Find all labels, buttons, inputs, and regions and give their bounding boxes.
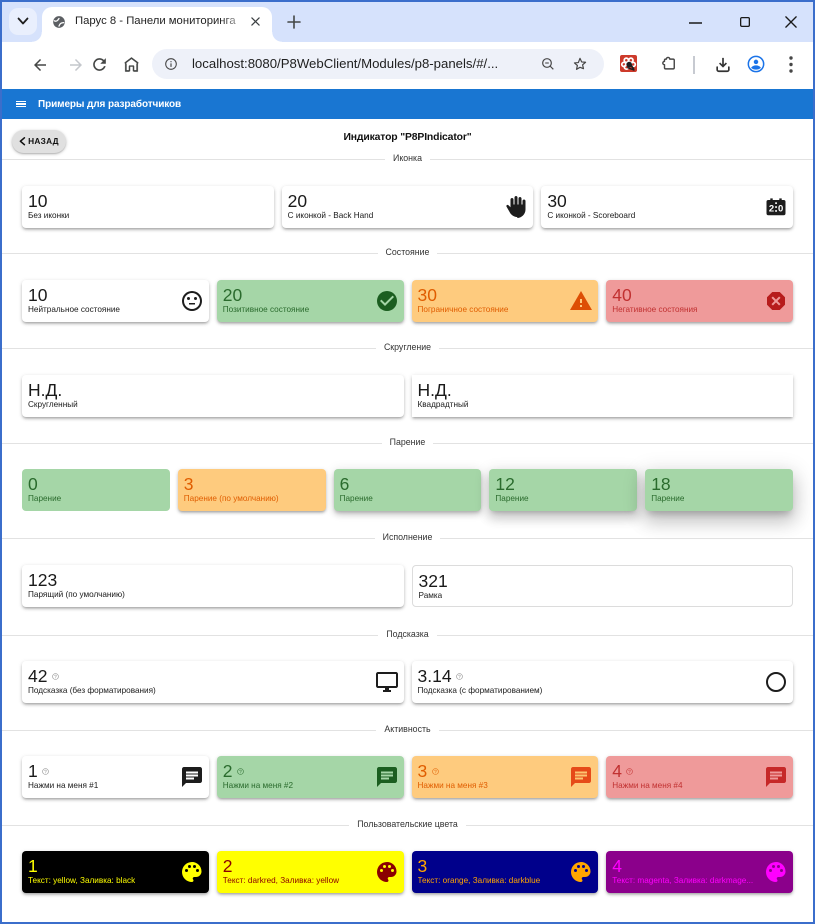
- svg-text:0: 0: [778, 203, 783, 214]
- svg-text:2: 2: [769, 203, 774, 214]
